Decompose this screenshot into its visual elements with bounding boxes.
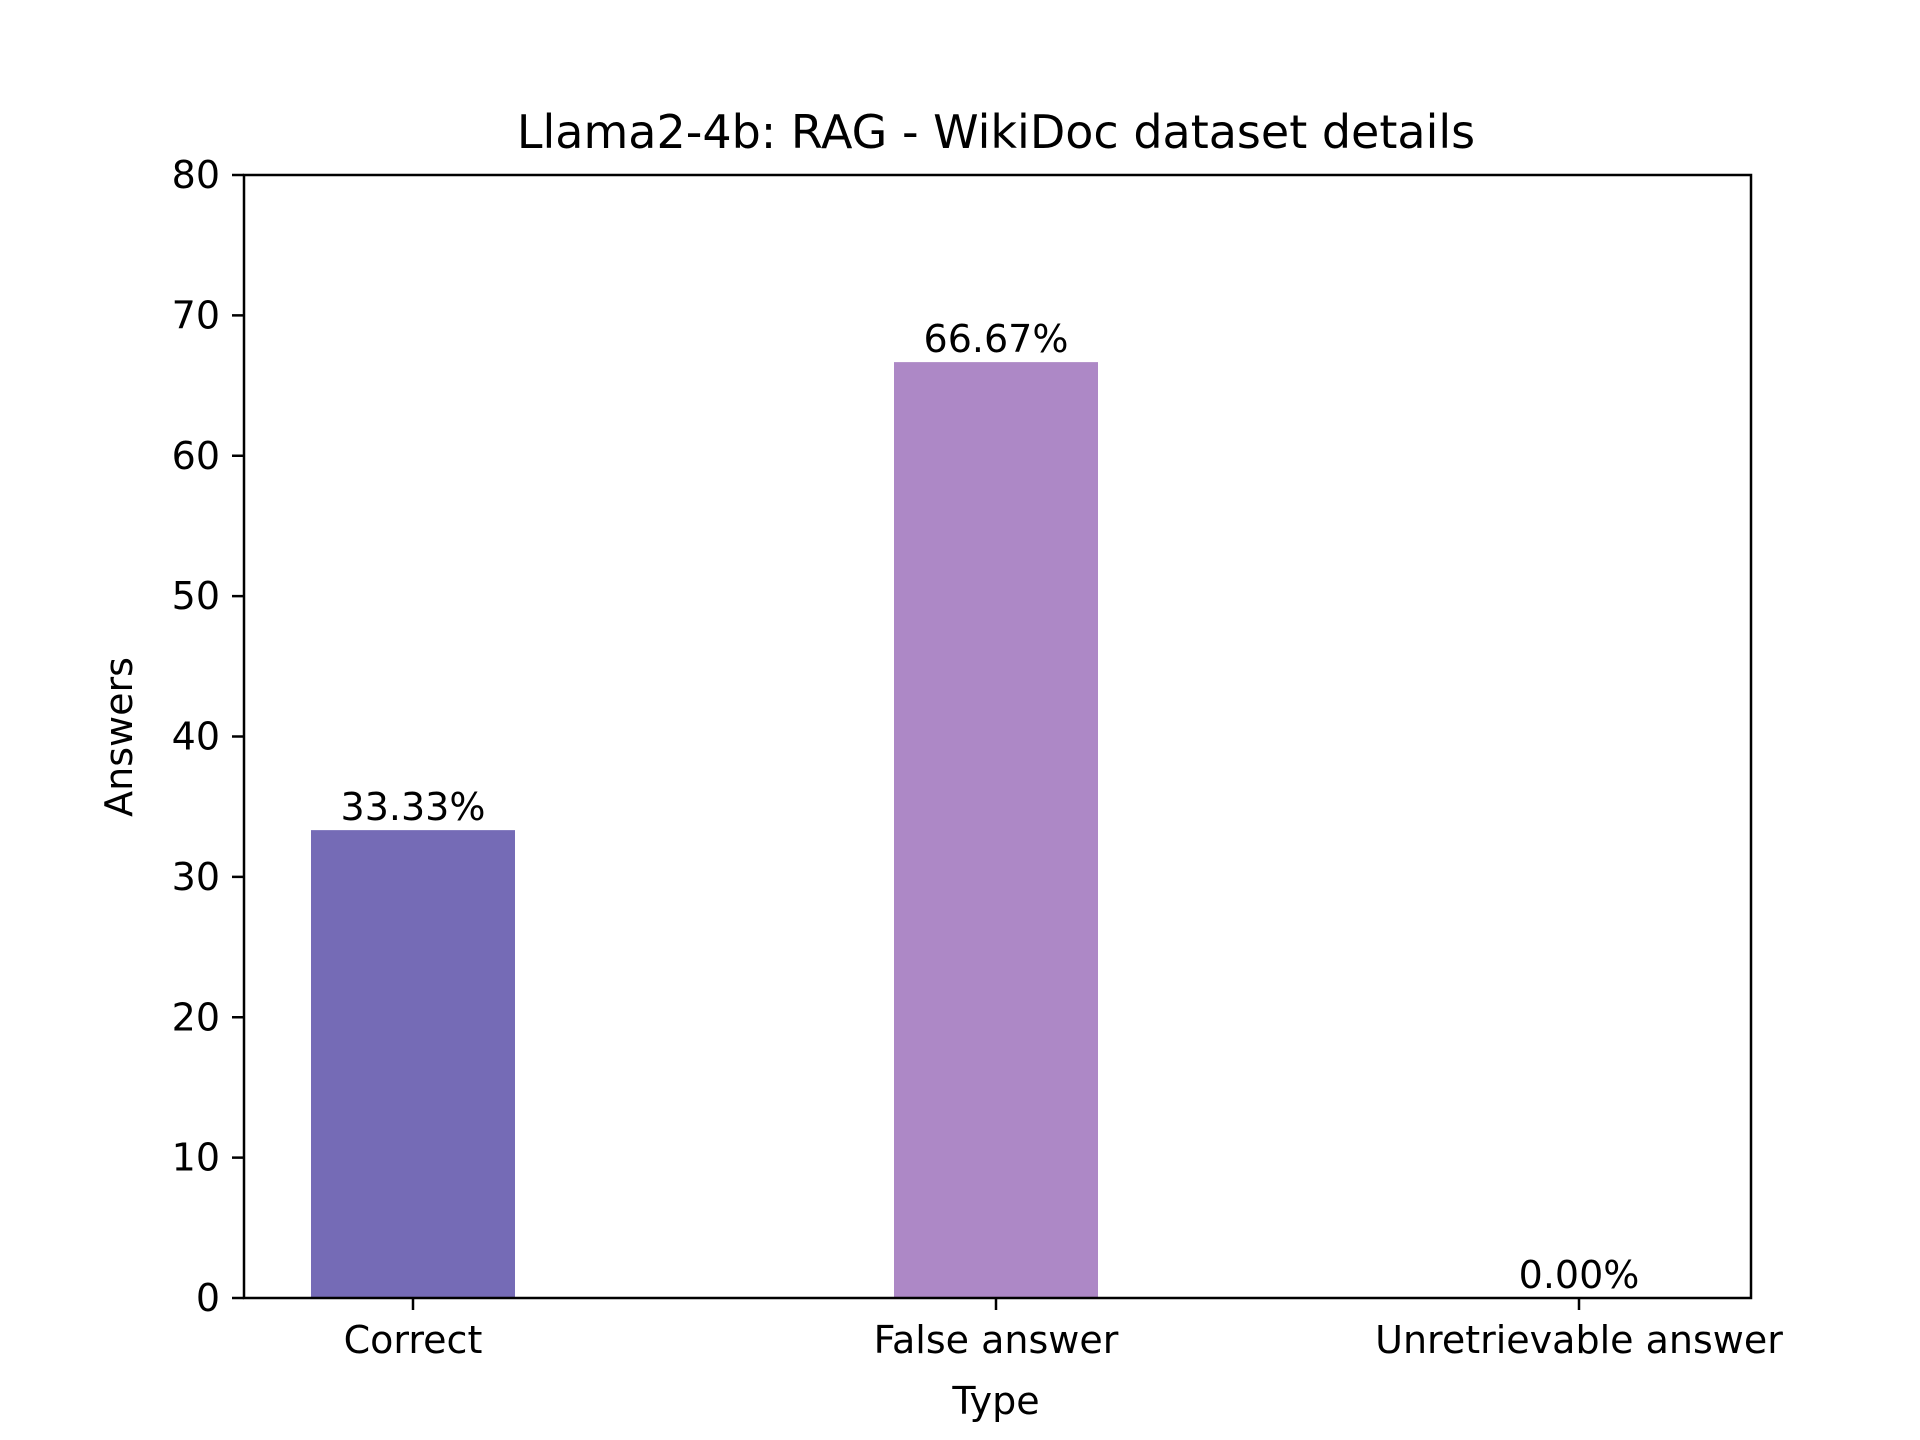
data-labels-group: 33.33% 66.67% 0.00%: [341, 317, 1640, 1297]
y-tick-label: 0: [196, 1276, 220, 1320]
y-axis: 0 10 20 30 40 50 60 70 80: [172, 153, 244, 1320]
data-label-unretrievable-answer: 0.00%: [1519, 1253, 1640, 1297]
y-tick-label: 70: [172, 293, 220, 337]
y-tick-label: 50: [172, 574, 220, 618]
chart-title: Llama2-4b: RAG - WikiDoc dataset details: [517, 105, 1475, 159]
y-tick-label: 80: [172, 153, 220, 197]
bar-false-answer: [894, 362, 1098, 1298]
y-tick-label: 40: [172, 715, 220, 759]
data-label-correct: 33.33%: [341, 785, 486, 829]
y-tick-label: 10: [172, 1136, 220, 1180]
data-label-false-answer: 66.67%: [924, 317, 1069, 361]
y-axis-label: Answers: [97, 657, 141, 817]
bar-correct: [311, 830, 515, 1298]
y-tick-label: 60: [172, 434, 220, 478]
y-tick-label: 20: [172, 995, 220, 1039]
x-axis: Correct False answer Unretrievable answer: [344, 1298, 1783, 1362]
x-tick-label: False answer: [874, 1318, 1119, 1362]
x-axis-label: Type: [951, 1379, 1039, 1423]
y-tick-label: 30: [172, 855, 220, 899]
x-tick-label: Unretrievable answer: [1375, 1318, 1783, 1362]
x-tick-label: Correct: [344, 1318, 483, 1362]
bars-group: [311, 362, 1098, 1298]
